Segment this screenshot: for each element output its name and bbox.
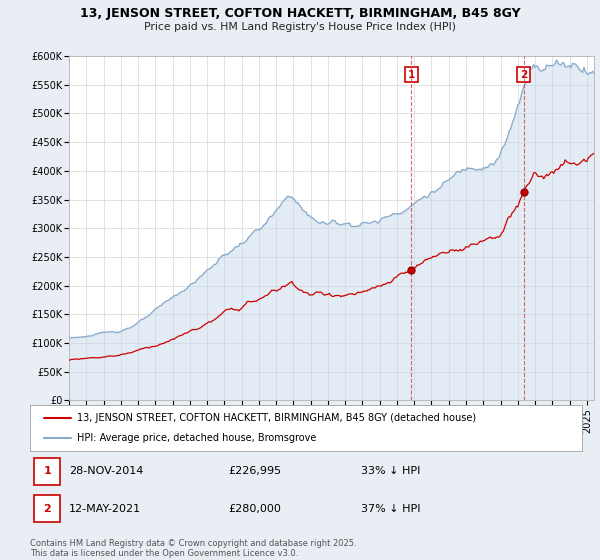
Text: Contains HM Land Registry data © Crown copyright and database right 2025.
This d: Contains HM Land Registry data © Crown c… (30, 539, 356, 558)
Text: 13, JENSON STREET, COFTON HACKETT, BIRMINGHAM, B45 8GY: 13, JENSON STREET, COFTON HACKETT, BIRMI… (80, 7, 520, 20)
FancyBboxPatch shape (34, 458, 61, 485)
FancyBboxPatch shape (34, 496, 61, 522)
Text: £226,995: £226,995 (229, 466, 282, 477)
Text: 12-MAY-2021: 12-MAY-2021 (68, 504, 141, 514)
Text: 1: 1 (43, 466, 51, 477)
Text: 13, JENSON STREET, COFTON HACKETT, BIRMINGHAM, B45 8GY (detached house): 13, JENSON STREET, COFTON HACKETT, BIRMI… (77, 413, 476, 423)
Text: 1: 1 (408, 70, 415, 80)
Text: 33% ↓ HPI: 33% ↓ HPI (361, 466, 421, 477)
Text: 2: 2 (43, 504, 51, 514)
Text: 37% ↓ HPI: 37% ↓ HPI (361, 504, 421, 514)
Text: HPI: Average price, detached house, Bromsgrove: HPI: Average price, detached house, Brom… (77, 433, 316, 444)
Text: £280,000: £280,000 (229, 504, 281, 514)
Text: Price paid vs. HM Land Registry's House Price Index (HPI): Price paid vs. HM Land Registry's House … (144, 22, 456, 32)
Text: 2: 2 (520, 70, 527, 80)
Text: 28-NOV-2014: 28-NOV-2014 (68, 466, 143, 477)
